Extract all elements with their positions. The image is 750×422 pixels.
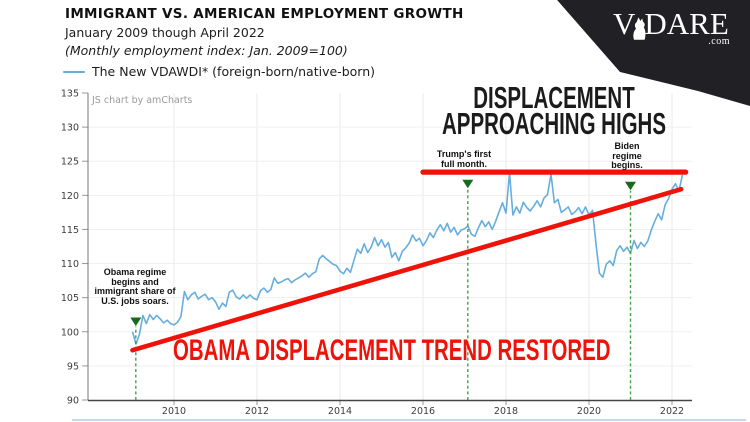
svg-text:130: 130 [61,123,79,134]
svg-text:2012: 2012 [245,406,269,417]
displacement-highs-line1: DISPLACEMENT [473,80,635,115]
trump-annotation-line1: Trump's first [436,149,492,159]
legend-item[interactable]: The New VDAWDI* (foreign-born/native-bor… [63,64,375,79]
biden-annotation-line1: Biden [614,141,640,151]
svg-text:95: 95 [67,361,79,372]
svg-text:120: 120 [61,191,79,202]
legend-line-swatch [63,70,85,73]
chart-subtitle: January 2009 though April 2022 [65,25,265,40]
trump-annotation-line2: full month. [441,158,487,169]
svg-text:2014: 2014 [328,406,352,417]
displacement-highs-text: DISPLACEMENT APPROACHING HIGHS [422,80,686,141]
chart-scrollbar-line[interactable] [72,419,746,421]
vdare-logo-com: .com [708,36,730,47]
obama-annotation: Obama regime begins and immigrant share … [94,267,176,306]
obama-annotation-line4: U.S. jobs soars. [101,295,169,306]
index-note: (Monthly employment index: Jan. 2009=100… [65,43,348,58]
svg-text:2018: 2018 [494,406,518,417]
svg-text:2010: 2010 [162,406,186,417]
svg-text:2020: 2020 [577,406,601,417]
deer-icon [633,17,646,40]
trump-annotation: Trump's first full month. [436,149,492,169]
trend-restored-text: OBAMA DISPLACEMENT TREND RESTORED [173,334,611,367]
biden-annotation-line2: regime [612,150,642,161]
obama-annotation-line3: immigrant share of [94,286,176,297]
svg-text:135: 135 [61,89,79,100]
biden-annotation-line3: begins. [611,160,643,171]
svg-text:125: 125 [61,157,79,168]
svg-text:2022: 2022 [660,406,684,417]
obama-annotation-line1: Obama regime [103,267,167,277]
biden-annotation: Biden regime begins. [611,141,643,171]
vdare-logo-text-v: V [613,6,635,41]
amcharts-watermark[interactable]: JS chart by amCharts [92,95,193,106]
legend-label: The New VDAWDI* (foreign-born/native-bor… [92,64,375,79]
svg-text:90: 90 [67,395,79,406]
chart-title: IMMIGRANT VS. AMERICAN EMPLOYMENT GROWTH [65,6,464,22]
svg-text:115: 115 [61,225,79,236]
vdare-logo-text-dare: DARE [644,6,729,41]
svg-text:110: 110 [61,259,79,270]
svg-text:105: 105 [61,293,79,304]
svg-text:2016: 2016 [411,406,435,417]
vdare-logo: V DARE [613,6,729,41]
obama-annotation-line2: begins and [111,276,159,287]
svg-text:100: 100 [61,327,79,338]
displacement-highs-line2: APPROACHING HIGHS [442,106,666,141]
